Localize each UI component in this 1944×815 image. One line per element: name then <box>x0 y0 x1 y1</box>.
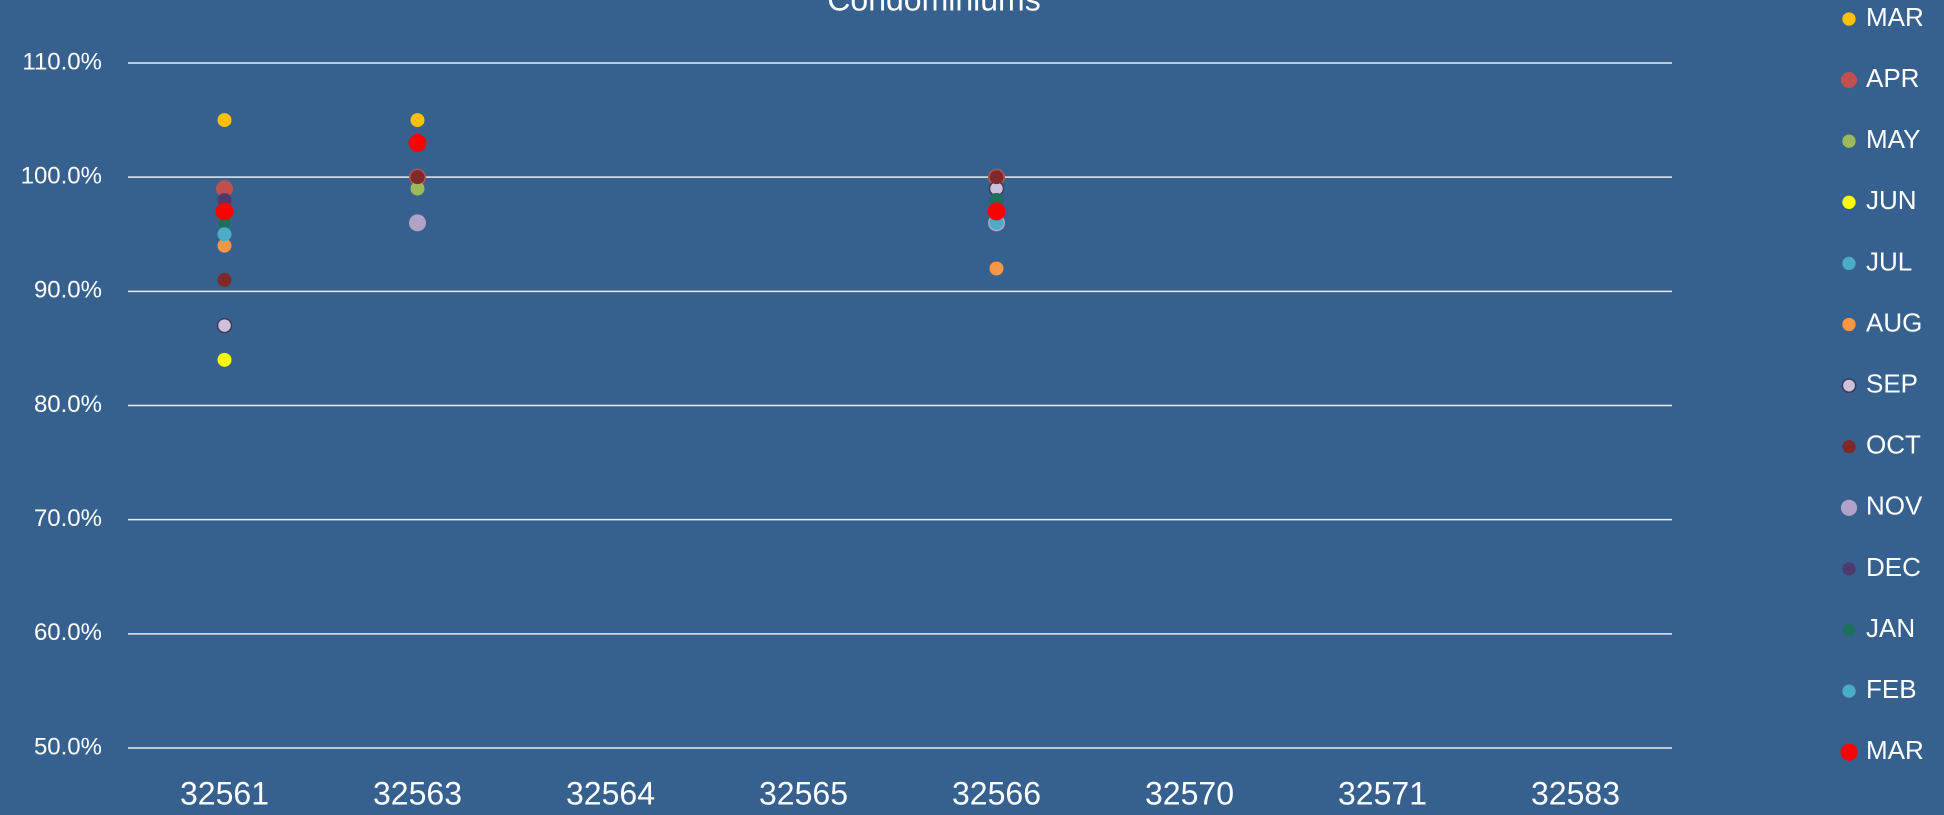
legend-label: NOV <box>1866 491 1923 521</box>
y-tick-label: 60.0% <box>34 619 102 646</box>
x-tick-label: 32561 <box>180 775 269 811</box>
legend-marker <box>1840 72 1858 89</box>
point <box>217 352 232 367</box>
legend-marker <box>1842 684 1856 698</box>
x-tick-label: 32566 <box>952 775 1041 811</box>
point <box>217 238 232 253</box>
legend-label: JAN <box>1866 613 1915 643</box>
x-tick-label: 32563 <box>373 775 462 811</box>
point <box>408 133 427 152</box>
y-tick-label: 90.0% <box>34 277 102 304</box>
legend-marker <box>1842 440 1856 454</box>
point <box>217 227 232 242</box>
y-tick-label: 100.0% <box>21 163 102 190</box>
legend-marker <box>1842 195 1856 209</box>
point <box>989 261 1004 276</box>
y-tick-label: 80.0% <box>34 391 102 418</box>
x-tick-label: 32570 <box>1145 775 1234 811</box>
legend-label: FEB <box>1866 674 1917 704</box>
legend-label: OCT <box>1866 430 1921 460</box>
legend-label: JUL <box>1866 246 1912 276</box>
chart-title: Condominiums <box>827 0 1040 17</box>
y-tick-label: 110.0% <box>22 48 102 75</box>
point <box>217 272 232 287</box>
legend-marker <box>1842 562 1856 576</box>
legend-marker <box>1842 134 1856 148</box>
legend-marker <box>1840 743 1858 761</box>
legend-marker <box>1842 317 1856 332</box>
legend-label: DEC <box>1866 552 1921 582</box>
point <box>987 202 1006 221</box>
point <box>410 113 425 128</box>
legend-marker <box>1840 499 1858 516</box>
legend-label: MAY <box>1866 124 1920 154</box>
point <box>409 214 426 232</box>
legend-marker <box>1842 256 1856 271</box>
legend-label: MAR <box>1866 2 1924 32</box>
x-tick-label: 32571 <box>1338 775 1427 811</box>
y-tick-label: 50.0% <box>34 733 102 760</box>
legend-label: AUG <box>1866 307 1922 337</box>
legend-label: MAR <box>1866 735 1924 765</box>
point <box>216 180 233 198</box>
legend-marker <box>1841 378 1857 394</box>
legend-marker <box>1842 623 1856 637</box>
point <box>410 170 425 185</box>
legend-label: SEP <box>1866 368 1918 398</box>
x-tick-label: 32564 <box>566 775 655 811</box>
x-tick-label: 32583 <box>1531 775 1620 811</box>
point <box>215 202 234 221</box>
legend-marker <box>1842 12 1856 26</box>
point <box>989 170 1004 185</box>
y-tick-label: 70.0% <box>34 505 102 532</box>
x-tick-label: 32565 <box>759 775 848 811</box>
point <box>216 317 233 334</box>
legend-label: JUN <box>1866 185 1917 215</box>
legend-label: APR <box>1866 63 1919 93</box>
point <box>410 181 425 196</box>
point <box>217 113 232 128</box>
